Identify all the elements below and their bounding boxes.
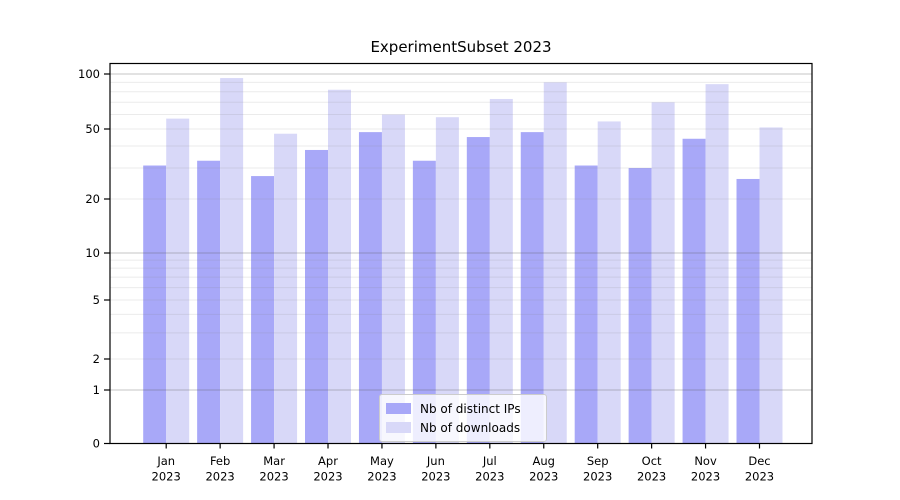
bar-downloads-apr (328, 89, 352, 444)
bar-downloads-sep (597, 121, 621, 444)
bars-layer (143, 78, 783, 444)
x-tick-label: 2023 (421, 470, 450, 484)
x-tick-label: Oct (642, 454, 662, 468)
bar-downloads-feb (220, 78, 244, 444)
x-tick-label: 2023 (259, 470, 288, 484)
x-tick-label: Jun (426, 454, 445, 468)
y-axis: 0 1 2 5 10 20 50 100 (78, 67, 110, 451)
y-tick-label: 1 (93, 383, 100, 397)
x-tick-label: 2023 (367, 470, 396, 484)
bar-ips-jun (412, 160, 436, 444)
y-tick-label: 50 (85, 122, 100, 136)
x-tick-label: Aug (533, 454, 555, 468)
bar-ips-apr (305, 149, 329, 444)
bar-downloads-may (381, 114, 405, 444)
bar-ips-mar (251, 176, 275, 444)
y-tick-label: 5 (93, 293, 100, 307)
bar-downloads-aug (543, 82, 567, 444)
bar-ips-nov (682, 138, 706, 444)
bar-ips-jan (143, 165, 167, 444)
x-tick-label: 2023 (529, 470, 558, 484)
bar-ips-dec (736, 178, 760, 444)
x-tick-label: Apr (318, 454, 338, 468)
legend-item-distinct-ips: Nb of distinct IPs (386, 402, 538, 416)
legend-swatch-distinct-ips (386, 403, 411, 414)
y-tick-label: 20 (85, 192, 100, 206)
bar-ips-sep (574, 165, 598, 444)
x-tick-label: Mar (263, 454, 285, 468)
x-tick-label: Nov (694, 454, 717, 468)
x-tick-label: 2023 (205, 470, 234, 484)
legend-swatch-downloads (386, 422, 411, 433)
bar-downloads-jul (489, 98, 513, 444)
bar-downloads-jun (435, 117, 459, 444)
bar-ips-jul (466, 137, 490, 444)
y-tick-label: 10 (85, 246, 100, 260)
bar-downloads-dec (759, 127, 783, 444)
x-tick-label: Feb (210, 454, 230, 468)
x-tick-label: Jul (482, 454, 497, 468)
legend-item-downloads: Nb of downloads (386, 421, 538, 435)
bar-ips-feb (197, 160, 221, 444)
y-tick-label: 2 (93, 352, 100, 366)
bar-ips-oct (628, 168, 652, 444)
x-tick-label: 2023 (313, 470, 342, 484)
bar-downloads-mar (274, 133, 298, 444)
x-tick-label: Dec (748, 454, 770, 468)
x-tick-label: 2023 (691, 470, 720, 484)
x-tick-label: 2023 (475, 470, 504, 484)
x-tick-label: Sep (587, 454, 609, 468)
y-tick-label: 0 (93, 437, 100, 451)
bar-downloads-oct (651, 102, 675, 444)
x-tick-label: 2023 (152, 470, 181, 484)
bar-ips-aug (520, 132, 544, 444)
x-tick-label: Jan (156, 454, 175, 468)
legend-label-distinct-ips: Nb of distinct IPs (420, 401, 521, 416)
bar-downloads-jan (166, 118, 190, 444)
bar-downloads-nov (705, 84, 729, 444)
gridlines-layer (110, 73, 812, 391)
legend-label-downloads: Nb of downloads (420, 420, 521, 435)
chart-title: ExperimentSubset 2023 (370, 38, 552, 56)
legend: Nb of distinct IPs Nb of downloads (379, 394, 547, 442)
y-tick-label: 100 (78, 67, 100, 81)
x-tick-label: 2023 (745, 470, 774, 484)
bar-ips-may (358, 132, 382, 444)
x-tick-label: 2023 (637, 470, 666, 484)
x-tick-label: May (370, 454, 394, 468)
x-axis: Jan 2023 Feb 2023 Mar 2023 Apr 2023 May 2023 Jun 20… (152, 443, 774, 484)
x-tick-label: 2023 (583, 470, 612, 484)
